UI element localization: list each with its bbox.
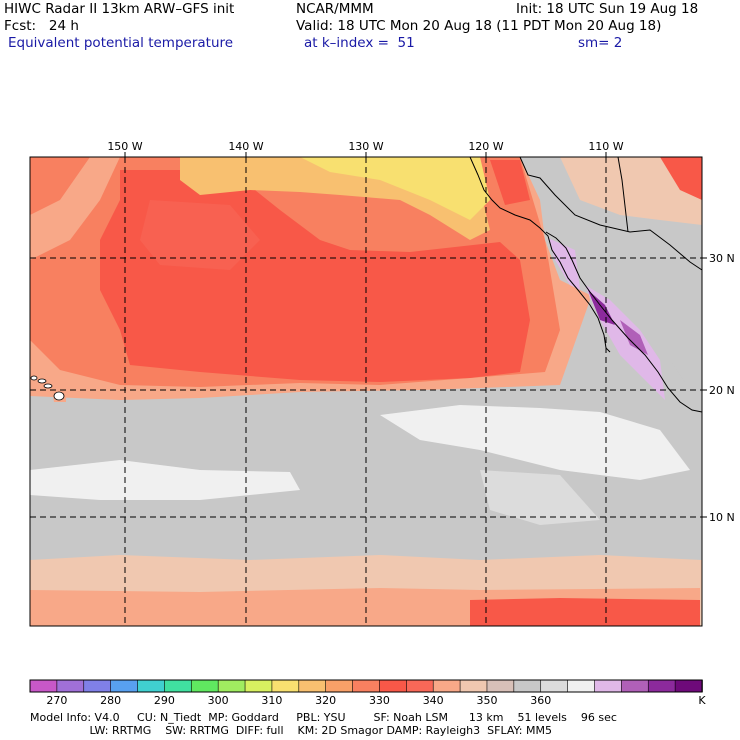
- colorbar-swatch: [621, 679, 650, 693]
- lat-label-30n: 30 N: [709, 252, 735, 265]
- colorbar-label: 360: [530, 694, 551, 707]
- model-info-line-1: Model Info: V4.0 CU: N_Tiedt MP: Goddard…: [30, 711, 617, 724]
- colorbar-frame: [29, 679, 703, 693]
- field-name: Equivalent potential temperature: [8, 35, 234, 51]
- lat-label-20n: 20 N: [709, 384, 735, 397]
- colorbar-swatch: [298, 679, 327, 693]
- colorbar-label: 320: [315, 694, 336, 707]
- colorbar-swatch: [647, 679, 676, 693]
- lat-label-10n: 10 N: [709, 511, 735, 524]
- colorbar-swatch: [432, 679, 461, 693]
- level-info: at k–index = 51: [304, 35, 415, 51]
- colorbar-swatch: [110, 679, 139, 693]
- colorbar-label: 350: [476, 694, 497, 707]
- smoothing-info: sm= 2: [578, 35, 623, 51]
- lon-label-140w: 140 W: [228, 140, 263, 153]
- colorbar-swatch: [29, 679, 58, 693]
- header-valid: Valid: 18 UTC Mon 20 Aug 18 (11 PDT Mon …: [296, 18, 662, 34]
- colorbar-swatch: [244, 679, 273, 693]
- colorbar: [29, 679, 703, 693]
- colorbar-swatch: [137, 679, 166, 693]
- colorbar-label: 310: [261, 694, 282, 707]
- header-forecast: Fcst: 24 h: [4, 18, 79, 34]
- colorbar-swatch: [164, 679, 193, 693]
- colorbar-swatch: [567, 679, 596, 693]
- colorbar-label: 290: [154, 694, 175, 707]
- colorbar-swatch: [459, 679, 488, 693]
- colorbar-label: 300: [208, 694, 229, 707]
- header-org: NCAR/MMM: [296, 1, 374, 17]
- colorbar-label: 330: [369, 694, 390, 707]
- colorbar-swatch: [352, 679, 381, 693]
- colorbar-swatch: [325, 679, 354, 693]
- colorbar-labels: 270 280 290 300 310 320 330 340 350 360 K: [46, 694, 706, 707]
- colorbar-label: K: [698, 694, 706, 707]
- header-title: HIWC Radar II 13km ARW–GFS init: [4, 1, 235, 17]
- colorbar-label: 270: [46, 694, 67, 707]
- colorbar-swatch: [217, 679, 246, 693]
- colorbar-swatch: [406, 679, 435, 693]
- colorbar-swatch: [83, 679, 112, 693]
- colorbar-swatch: [594, 679, 623, 693]
- colorbar-label: 340: [423, 694, 444, 707]
- colorbar-swatch: [513, 679, 542, 693]
- lon-label-120w: 120 W: [468, 140, 503, 153]
- hawaii-islands: [30, 375, 65, 401]
- header-init: Init: 18 UTC Sun 19 Aug 18: [516, 1, 699, 17]
- lon-label-150w: 150 W: [107, 140, 142, 153]
- colorbar-label: 280: [100, 694, 121, 707]
- lat-lon-grid: [30, 157, 702, 626]
- coastlines: [469, 156, 703, 413]
- colorbar-swatch: [540, 679, 569, 693]
- colorbar-swatch: [56, 679, 85, 693]
- map-ticks: [124, 152, 707, 518]
- colorbar-swatch: [674, 679, 703, 693]
- colorbar-swatch: [190, 679, 219, 693]
- model-info-line-2: LW: RRTMG SW: RRTMG DIFF: full KM: 2D Sm…: [30, 724, 552, 737]
- lon-label-110w: 110 W: [588, 140, 623, 153]
- colorbar-swatch: [486, 679, 515, 693]
- colorbar-swatch: [379, 679, 408, 693]
- lon-label-130w: 130 W: [348, 140, 383, 153]
- colorbar-swatch: [271, 679, 300, 693]
